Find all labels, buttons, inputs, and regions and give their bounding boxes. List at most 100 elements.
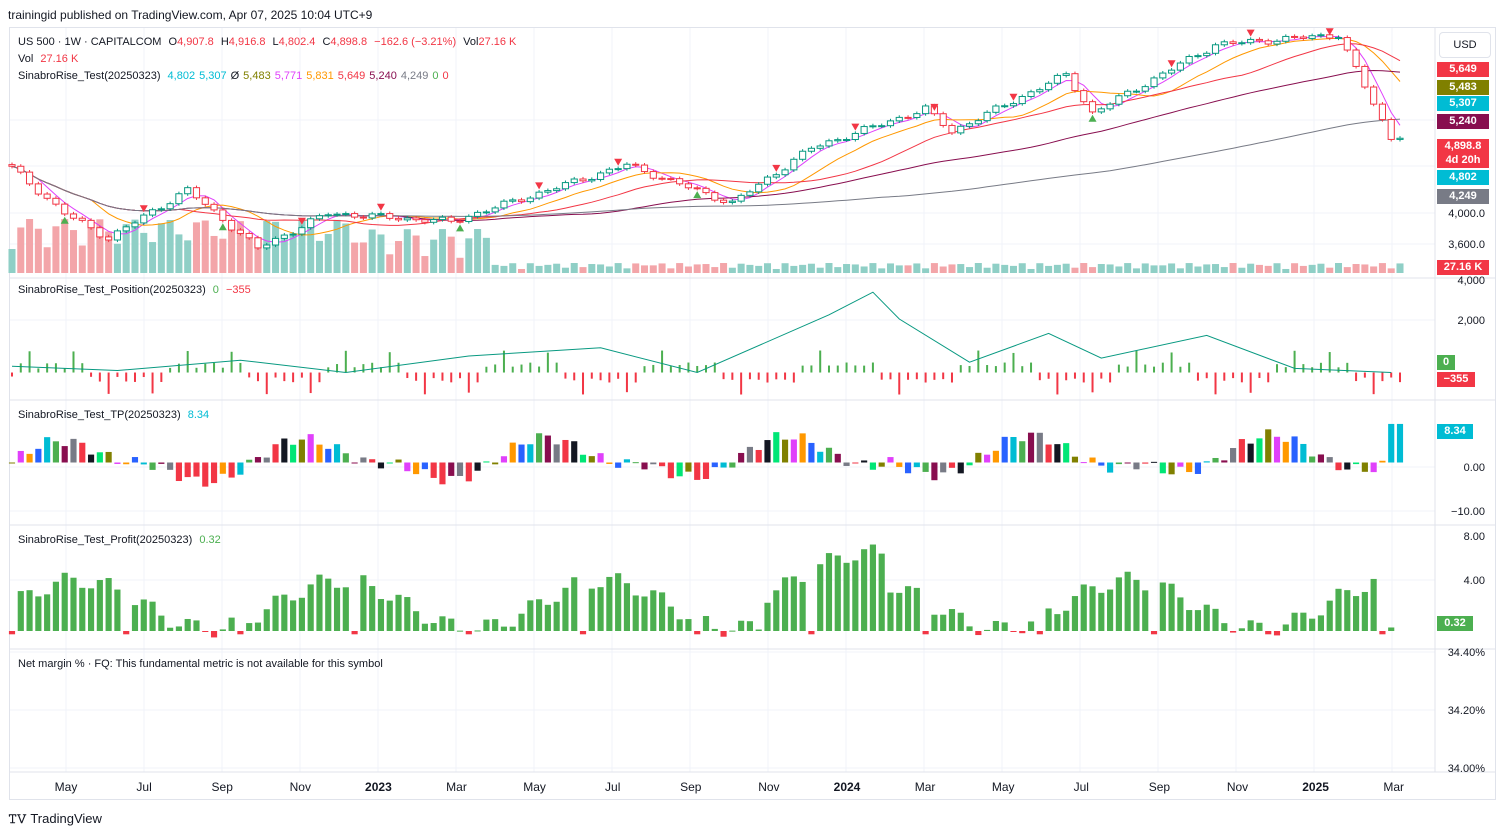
tp-bar [1019,441,1026,463]
volume-bar [412,235,420,273]
volume-bar [96,219,104,273]
indicator-legend: SinabroRise_Test(20250323) 4,802 5,307 Ø 5,… [18,70,457,82]
price-tag: 4,802 [1437,170,1489,185]
candle-body [228,219,236,231]
price-tag: 5,240 [1437,114,1489,129]
candle-body [351,213,359,218]
volume-bar [983,267,991,273]
position-bar [300,372,303,378]
volume-bar [518,268,526,273]
tp-bar [623,459,631,463]
position-bar [1073,372,1076,379]
tp-bar [896,462,903,467]
ma-short-line [11,69,1401,222]
profit-bar [96,580,103,631]
indicator-value: 5,831 [306,70,334,82]
profit-bar [1282,624,1289,631]
candle-body [878,125,886,128]
candle-body [983,111,991,122]
volume-bar [1045,265,1053,273]
candle-body [298,227,306,235]
profit-bar [316,574,323,631]
position-bar [915,372,918,380]
position-bar [1056,372,1059,395]
position-bars [11,350,1401,395]
volume-bar [755,265,763,273]
volume-bar [781,263,789,273]
tp-bar [571,441,578,463]
tp-bar [290,444,297,463]
time-axis-label: 2025 [1302,780,1329,794]
volume-bar [359,242,367,273]
volume-bar [1001,264,1009,273]
tp-title[interactable]: SinabroRise_Test_TP(20250323) [18,409,181,421]
candle-body [1150,77,1158,88]
candle-body [1396,137,1404,140]
tp-legend: SinabroRise_Test_TP(20250323) 8.34 [18,409,213,421]
tp-bar [852,462,859,464]
candle-body [43,193,51,199]
candle-body [1132,90,1141,93]
tp-bar [44,437,51,463]
position-bar [590,372,593,379]
candle-body [509,199,517,202]
tp-bar [307,434,314,463]
currency-button[interactable]: USD [1439,32,1491,58]
volume-bar [386,254,394,273]
position-bar [977,350,980,373]
candle-body [781,169,789,176]
candle-body [1264,40,1272,45]
profit-bar [694,631,701,635]
candle-body [447,216,455,222]
position-bar [72,351,75,373]
tp-tick-label: 0.00 [1464,462,1485,474]
sell-marker [376,203,385,211]
indicator-title[interactable]: SinabroRise_Test(20250323) [18,70,161,82]
volume-bar [843,264,851,273]
symbol-label[interactable]: US 500 · 1W · CAPITALCOM [18,36,162,48]
tp-bar [817,451,824,463]
volume-bar [1176,268,1184,273]
position-bar [661,350,664,373]
tp-bar [131,457,139,463]
position-bar [415,372,418,381]
profit-bar [228,617,235,631]
position-bar [1117,364,1120,373]
tp-bar [878,462,885,467]
open-value: 4,907.8 [177,36,214,48]
position-title[interactable]: SinabroRise_Test_Position(20250323) [18,284,206,296]
profit-title[interactable]: SinabroRise_Test_Profit(20250323) [18,534,193,546]
time-axis-label: Mar [1383,780,1404,794]
profit-bar [1370,578,1377,631]
profit-bar [123,631,130,635]
tp-bar [439,462,446,485]
position-bar [336,364,339,373]
tp-bar [948,462,956,468]
profit-bar [114,589,121,631]
tradingview-brand[interactable]: 𝚃𝚅 TradingView [8,811,102,827]
volume-bar [192,222,200,273]
candle-body [394,217,403,221]
tp-bar [904,462,912,474]
volume-bar [930,263,938,273]
candle-body [1168,69,1176,74]
volume-bar [702,264,710,273]
volume-bar [553,263,561,273]
tp-bar [1326,457,1333,463]
sell-marker [139,205,148,213]
tp-bar [1036,432,1043,463]
position-bar [406,372,409,379]
volume-bar [772,268,780,273]
candle-body [1001,105,1009,108]
tp-bar [940,462,947,473]
profit-bar [202,631,209,632]
volume-bar [254,237,262,273]
volume-bar [1378,263,1386,273]
position-bar [388,352,391,373]
profit-bar [887,592,894,631]
volume-label[interactable]: Vol [18,53,34,65]
net-margin-legend[interactable]: Net margin % · FQ: This fundamental metr… [18,658,383,670]
profit-bar [1273,631,1281,636]
tp-bar [272,444,279,463]
